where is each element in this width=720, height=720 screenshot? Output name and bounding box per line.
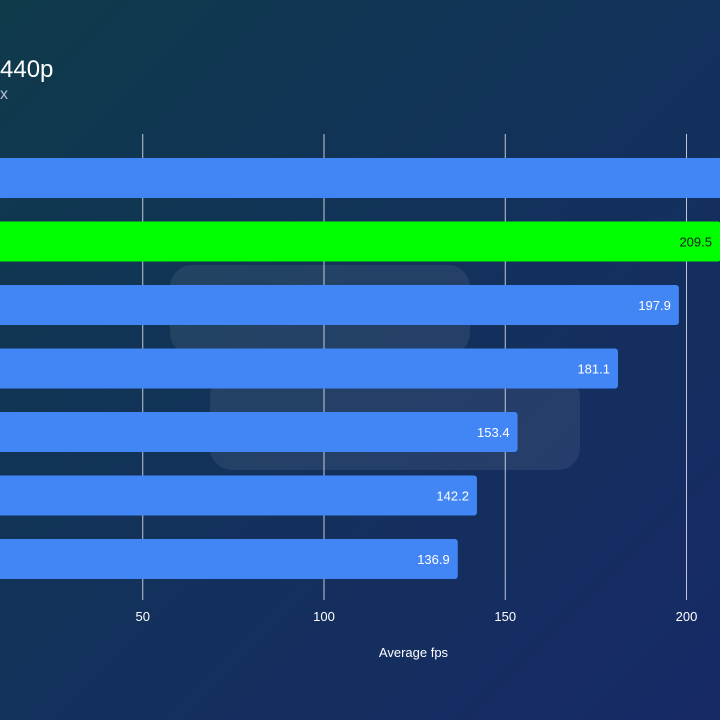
bar-1 (0, 158, 720, 198)
bar-value-label-6: 142.2 (436, 489, 469, 504)
bar-value-label-4: 181.1 (577, 362, 610, 377)
x-axis-title: Average fps (378, 645, 449, 660)
bar-6 (0, 475, 477, 516)
bar-7 (0, 539, 458, 579)
x-axis-ticks: 50 100 150 200 (136, 609, 698, 624)
chart-title: 440p (0, 56, 54, 83)
bar-value-label-7: 136.9 (417, 552, 450, 567)
bar-value-label-2: 209.5 (679, 235, 712, 250)
bar-3 (0, 285, 679, 325)
bar-2 (0, 221, 720, 262)
bar-value-label-3: 197.9 (638, 298, 671, 313)
bar-4 (0, 348, 618, 389)
bar-5 (0, 412, 518, 452)
bar-value-label-5: 153.4 (477, 425, 510, 440)
x-tick-label-100: 100 (313, 609, 335, 624)
chart-subtitle: x (0, 86, 8, 103)
x-tick-label-150: 150 (494, 609, 516, 624)
x-tick-label-50: 50 (136, 609, 150, 624)
x-tick-label-200: 200 (676, 609, 698, 624)
bars: 209.5 197.9 181.1 153.4 142.2 136.9 (0, 158, 720, 579)
